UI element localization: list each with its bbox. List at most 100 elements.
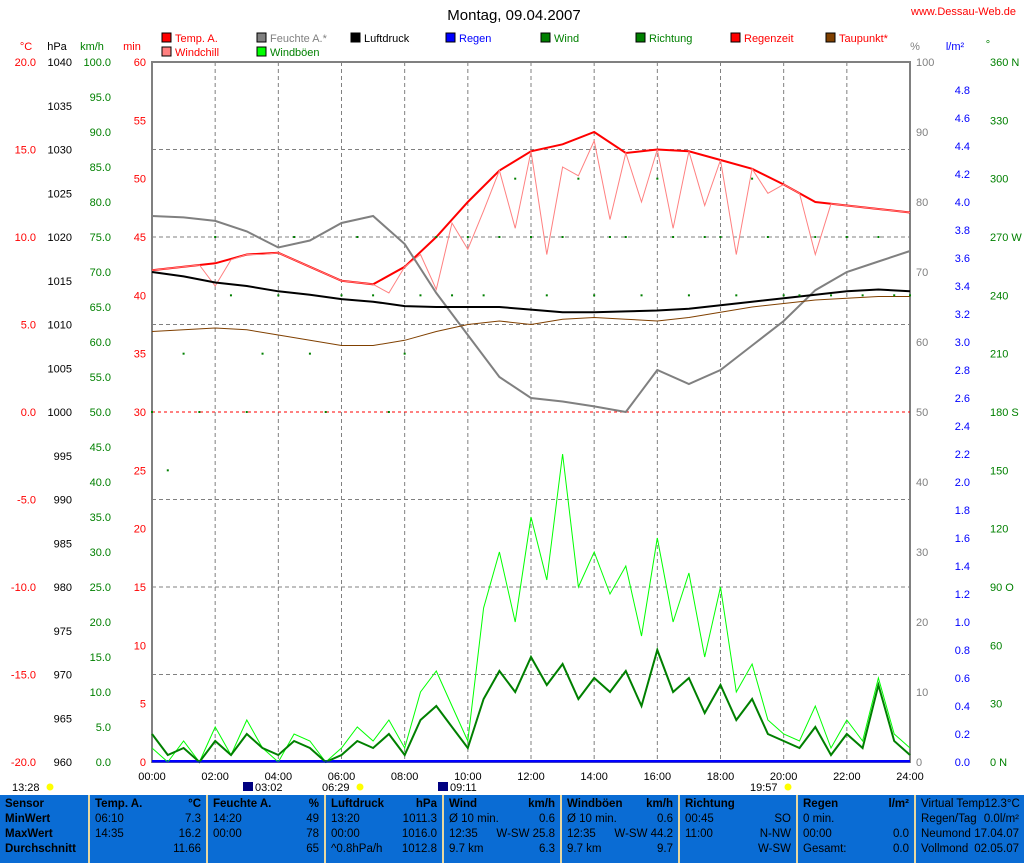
direction-point <box>672 236 675 238</box>
x-tick-label: 10:00 <box>454 771 482 783</box>
direction-point <box>640 294 643 297</box>
minutes-tick-label: 0 <box>140 757 146 769</box>
minutes-tick-label: 20 <box>134 524 146 536</box>
stat-time: 06:10 <box>95 813 124 825</box>
direction-tick-label: 60 <box>990 640 1002 652</box>
speed-tick-label: 15.0 <box>90 652 111 664</box>
stats-col-temp: Temp. A. °C 06:10 7.3 14:35 16.2 11.66 <box>88 795 206 863</box>
direction-point <box>514 177 517 180</box>
moon-rise-marker: 13:28 <box>12 782 54 794</box>
astro-time: 19:57 <box>750 782 778 794</box>
rain-tick-label: 4.2 <box>955 169 970 181</box>
astro-time: 06:29 <box>322 782 350 794</box>
pressure-tick-label: 980 <box>54 582 72 594</box>
speed-tick-label: 55.0 <box>90 372 111 384</box>
direction-point <box>419 294 422 297</box>
stat-value: 1011.3 <box>402 813 437 825</box>
temp-tick-label: 15.0 <box>15 145 36 157</box>
stats-col-wind: Wind km/h Ø 10 min. 0.6 12:35 W-SW 25.8 9.7 km… <box>442 795 560 863</box>
speed-tick-label: 80.0 <box>90 197 111 209</box>
legend-item: Taupunkt* <box>825 32 889 45</box>
pressure-tick-label: 1015 <box>48 276 72 288</box>
humidity-tick-label: 60 <box>916 337 928 349</box>
direction-tick-label: 0 N <box>990 757 1007 769</box>
stat-value: N-NW <box>759 828 791 840</box>
moon-set-marker: 03:02 <box>243 782 283 794</box>
direction-point <box>751 177 754 180</box>
direction-point <box>214 236 217 238</box>
stat-value: 11.66 <box>173 843 201 855</box>
astro-time: 09:11 <box>450 782 477 794</box>
speed-tick-label: 60.0 <box>90 337 111 349</box>
direction-point <box>766 236 769 238</box>
col-unit: % <box>308 798 319 810</box>
minutes-tick-label: 45 <box>134 232 146 244</box>
speed-tick-label: 45.0 <box>90 442 111 454</box>
rain-tick-label: 4.0 <box>955 197 970 209</box>
rain-tick-label: 2.0 <box>955 477 970 489</box>
pressure-tick-label: 1005 <box>48 363 72 375</box>
direction-tick-label: 210 <box>990 349 1008 361</box>
stat-value: 1016.0 <box>401 828 437 840</box>
avg-label: Durchschnitt <box>5 843 76 855</box>
col-unit: °C <box>188 798 201 810</box>
humidity-tick-label: 80 <box>916 197 928 209</box>
rain-tick-label: 1.2 <box>955 589 970 601</box>
rain-tick-label: 2.6 <box>955 393 970 405</box>
x-tick-label: 14:00 <box>580 771 608 783</box>
stats-col-gusts: Windböen km/h Ø 10 min. 0.6 12:35 W-SW 44.2 9.… <box>560 795 678 863</box>
sunset-marker: 19:57 <box>750 782 792 794</box>
legend-item: Wind <box>540 32 579 45</box>
direction-point <box>530 236 532 238</box>
stat-value: 78 <box>306 828 319 840</box>
extra-label: Regen/Tag <box>921 813 977 825</box>
stat-time: 0 min. <box>803 813 835 825</box>
rain-tick-label: 0.8 <box>955 645 970 657</box>
rain-tick-label: 2.4 <box>955 421 970 433</box>
pressure-axis-unit: hPa <box>47 41 67 53</box>
direction-point <box>830 294 833 297</box>
direction-point <box>593 294 596 297</box>
col-title: Regen <box>803 798 839 810</box>
temp-tick-label: -20.0 <box>11 757 36 769</box>
site-link[interactable]: www.Dessau-Web.de <box>910 6 1016 18</box>
x-tick-label: 08:00 <box>391 771 419 783</box>
stats-col-rain: Regen l/m² 0 min. 00:00 0.0 Gesamt: 0.0 <box>796 795 914 863</box>
direction-point <box>545 294 548 297</box>
extra-value: 17.04.07 <box>974 828 1019 840</box>
moon-rise-icon <box>46 783 54 791</box>
speed-tick-label: 75.0 <box>90 232 111 244</box>
direction-point <box>877 236 880 238</box>
direction-point <box>703 236 706 238</box>
legend-item: Regen <box>445 32 491 45</box>
sunrise-marker: 06:29 <box>322 782 364 794</box>
minutes-tick-label: 15 <box>134 582 146 594</box>
moon-phase-marker: 09:11 <box>438 782 477 794</box>
stat-value: 7.3 <box>185 813 201 825</box>
humidity-tick-label: 10 <box>916 687 928 699</box>
col-title: Richtung <box>685 798 735 810</box>
direction-point <box>909 294 911 297</box>
direction-point <box>561 236 564 238</box>
direction-point <box>356 236 359 238</box>
humidity-tick-label: 90 <box>916 127 928 139</box>
stat-value: 0.0 <box>893 843 909 855</box>
col-title: Temp. A. <box>95 798 143 810</box>
rain-tick-label: 3.2 <box>955 309 970 321</box>
direction-point <box>435 236 438 238</box>
temp-tick-label: -10.0 <box>11 582 36 594</box>
series-line-1 <box>151 139 911 294</box>
legend-label: Regenzeit <box>744 33 794 45</box>
temp-axis-unit: °C <box>20 41 32 53</box>
direction-point <box>893 294 896 297</box>
rain-tick-label: 1.6 <box>955 533 970 545</box>
minutes-tick-label: 60 <box>134 57 146 69</box>
rain-tick-label: 3.8 <box>955 225 970 237</box>
legend-swatch <box>445 32 456 43</box>
humidity-tick-label: 40 <box>916 477 928 489</box>
humidity-tick-label: 30 <box>916 547 928 559</box>
sensor-header: Sensor <box>5 798 44 810</box>
pressure-tick-label: 1035 <box>48 101 72 113</box>
speed-tick-label: 85.0 <box>90 162 111 174</box>
minutes-tick-label: 50 <box>134 174 146 186</box>
